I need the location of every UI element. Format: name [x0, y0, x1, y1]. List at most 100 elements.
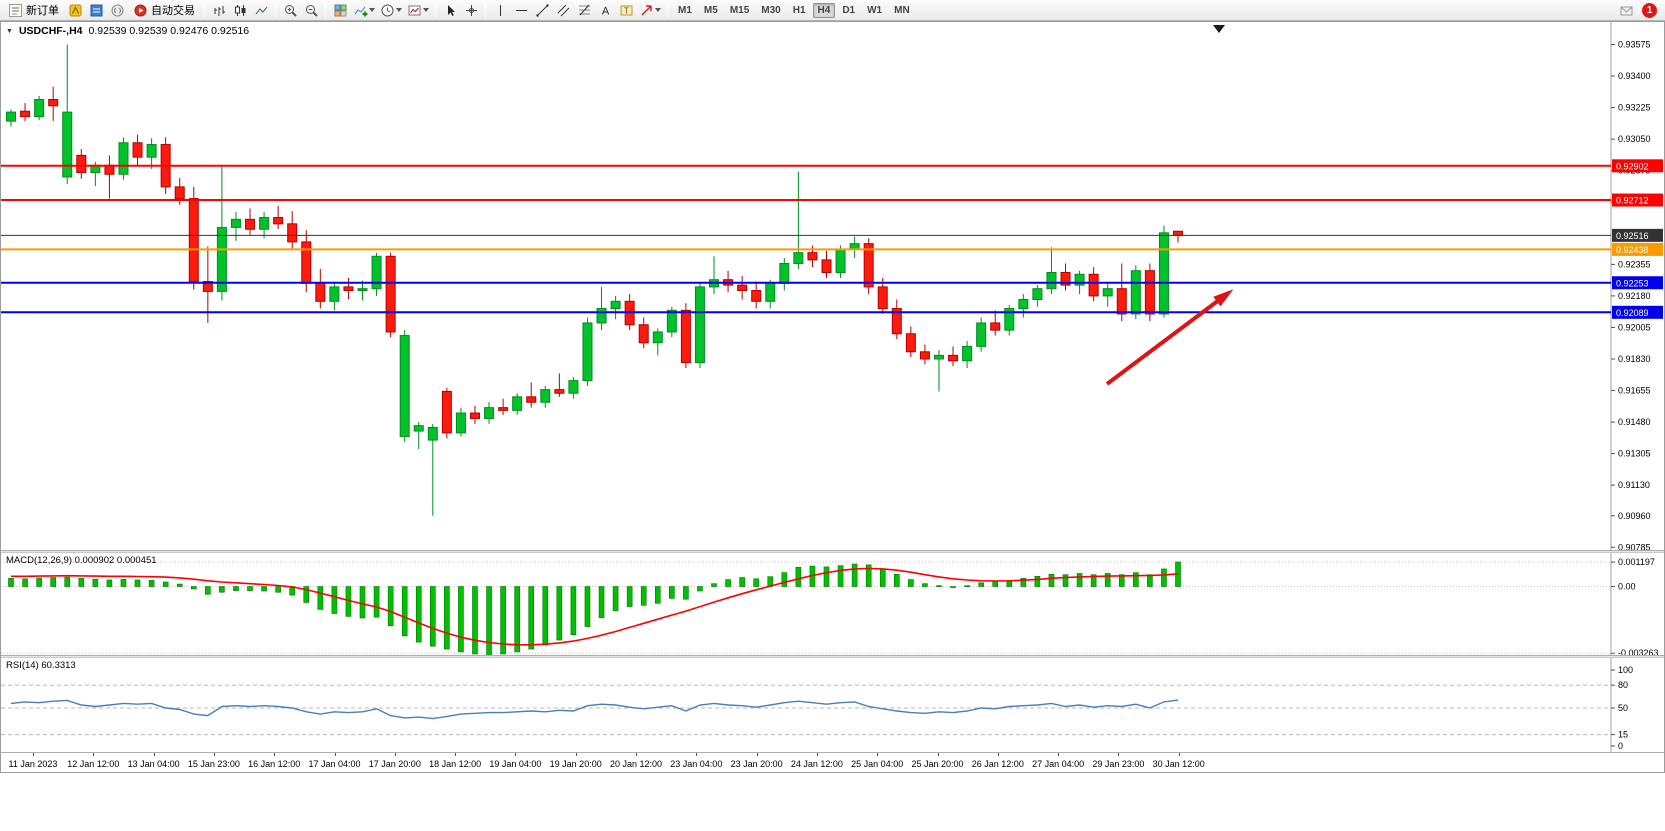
- rsi-canvas: 100 80 50 150: [1, 658, 1633, 752]
- line-chart-icon[interactable]: [251, 1, 271, 19]
- svg-text:0.92180: 0.92180: [1618, 291, 1651, 301]
- svg-text:0.91480: 0.91480: [1618, 417, 1651, 427]
- price-chart-canvas: 0.935750.934000.932250.930500.928750.927…: [1, 22, 1663, 550]
- time-tick: [33, 753, 34, 756]
- separator: [667, 2, 668, 18]
- tile-windows-icon[interactable]: [330, 1, 350, 19]
- bar-chart-icon[interactable]: [209, 1, 229, 19]
- macd-histogram: [8, 561, 1181, 655]
- svg-text:0.90785: 0.90785: [1618, 542, 1651, 550]
- price-tag-0.92253: [1612, 276, 1663, 290]
- timeframe-d1[interactable]: D1: [837, 3, 860, 18]
- autotrading-status-icon: [134, 4, 147, 16]
- price-tag-0.92902: [1612, 159, 1663, 173]
- mailbox-icon[interactable]: [1616, 1, 1636, 19]
- svg-text:0.92089: 0.92089: [1616, 308, 1649, 318]
- time-label: 17 Jan 04:00: [308, 759, 361, 769]
- label-tool-icon[interactable]: T: [616, 1, 636, 19]
- rsi-panel-splitter[interactable]: [1, 655, 1664, 658]
- time-label: 16 Jan 12:00: [248, 759, 301, 769]
- indicators-icon: [354, 6, 368, 16]
- new-order-button[interactable]: 新订单: [3, 0, 64, 20]
- candlestick-chart-icon[interactable]: [230, 1, 250, 19]
- autotrading-button[interactable]: 自动交易: [128, 0, 200, 20]
- time-label: 25 Jan 04:00: [851, 759, 904, 769]
- indicators-button[interactable]: [351, 1, 377, 19]
- zoom-out-icon[interactable]: [301, 1, 321, 19]
- new-order-icon: [9, 3, 22, 17]
- channel-icon[interactable]: [553, 1, 573, 19]
- time-label: 12 Jan 12:00: [67, 759, 120, 769]
- notification-badge[interactable]: 1: [1642, 2, 1657, 18]
- crosshair-icon[interactable]: [461, 1, 481, 19]
- separator: [325, 2, 326, 18]
- chart-symbol: USDCHF-,H4: [18, 25, 83, 37]
- timeframe-h4[interactable]: H4: [812, 2, 836, 18]
- timeframe-m30[interactable]: M30: [756, 3, 785, 18]
- horizontal-line-icon[interactable]: [511, 1, 531, 19]
- market-watch-icon[interactable]: [86, 1, 106, 19]
- separator: [485, 2, 486, 18]
- timeframe-m5[interactable]: M5: [699, 3, 723, 18]
- time-tick: [1178, 753, 1180, 756]
- macd-panel[interactable]: 0.001197 0.00 -0.003263 MACD(12,26,9) 0.00…: [1, 553, 1664, 655]
- time-label: 18 Jan 12:00: [429, 759, 482, 769]
- strategy-tester-icon[interactable]: [107, 1, 127, 19]
- svg-text:0.91130: 0.91130: [1618, 480, 1650, 490]
- time-label: 17 Jan 20:00: [368, 759, 421, 769]
- time-label: 27 Jan 04:00: [1032, 759, 1085, 769]
- svg-text:80: 80: [1618, 680, 1628, 690]
- time-label: 19 Jan 20:00: [549, 759, 602, 769]
- svg-text:0.91305: 0.91305: [1618, 449, 1651, 459]
- time-tick: [1118, 753, 1120, 756]
- svg-text:0.92902: 0.92902: [1616, 161, 1649, 171]
- arrow-tool-button[interactable]: [637, 1, 663, 19]
- periods-button[interactable]: [378, 1, 404, 19]
- text-tool-icon[interactable]: A: [595, 1, 615, 19]
- svg-text:0.91830: 0.91830: [1618, 354, 1651, 364]
- time-axis[interactable]: 11 Jan 2023 12 Jan 12:00 13 Jan 04:00 15 Ja…: [1, 752, 1664, 772]
- timeframe-group: M1 M5 M15 M30 H1 H4 D1 W1 MN: [672, 2, 916, 18]
- svg-text:0.92005: 0.92005: [1618, 322, 1651, 332]
- time-label: 11 Jan 2023: [8, 759, 58, 769]
- time-tick: [997, 753, 999, 756]
- macd-panel-splitter[interactable]: [1, 550, 1664, 553]
- zoom-in-icon[interactable]: [280, 1, 300, 19]
- time-tick: [455, 753, 457, 756]
- cursor-icon[interactable]: [440, 1, 460, 19]
- svg-text:0.001197: 0.001197: [1618, 557, 1655, 567]
- price-chart-panel[interactable]: 0.935750.934000.932250.930500.928750.927…: [1, 22, 1664, 550]
- trend-arrow[interactable]: [1105, 289, 1234, 386]
- time-tick: [877, 753, 879, 756]
- chevron-down-icon: [396, 8, 402, 12]
- templates-button[interactable]: [405, 1, 431, 19]
- chart-ohlc: 0.92539 0.92539 0.92476 0.92516: [88, 25, 250, 37]
- price-axis[interactable]: 0.935750.934000.932250.930500.928750.927…: [1611, 40, 1651, 550]
- svg-text:100: 100: [1618, 665, 1633, 675]
- svg-text:T: T: [624, 6, 629, 15]
- fibonacci-icon[interactable]: [574, 1, 594, 19]
- horizontal-levels[interactable]: 0.92902 0.92712 0.92516 0.92438 0.92253 0.920…: [1, 159, 1663, 319]
- candles-layer: [6, 44, 1183, 516]
- one-click-trading-toggle-icon[interactable]: ▼: [6, 27, 13, 35]
- svg-text:0.93050: 0.93050: [1618, 134, 1651, 144]
- timeframe-h1[interactable]: H1: [788, 3, 811, 18]
- svg-text:0.93400: 0.93400: [1618, 71, 1651, 81]
- autotrading-label: 自动交易: [151, 5, 195, 17]
- timeframe-m15[interactable]: M15: [725, 3, 754, 18]
- rsi-line: [10, 699, 1179, 720]
- svg-text:0.92355: 0.92355: [1618, 259, 1651, 269]
- timeframe-mn[interactable]: MN: [889, 3, 915, 18]
- chart-shift-marker[interactable]: [1213, 25, 1225, 33]
- rsi-panel[interactable]: 100 80 50 15 0 RSI(14) 60.3313: [1, 658, 1664, 752]
- trendline-icon[interactable]: [532, 1, 552, 19]
- svg-text:0.93575: 0.93575: [1618, 40, 1651, 50]
- vertical-line-icon[interactable]: [490, 1, 510, 19]
- time-tick: [93, 753, 95, 756]
- time-tick: [816, 753, 818, 756]
- timeframe-w1[interactable]: W1: [862, 3, 887, 18]
- macd-signal-line: [11, 567, 1179, 646]
- timeframe-m1[interactable]: M1: [673, 3, 697, 18]
- metaeditor-icon[interactable]: [65, 1, 85, 19]
- time-label: 19 Jan 04:00: [489, 759, 542, 769]
